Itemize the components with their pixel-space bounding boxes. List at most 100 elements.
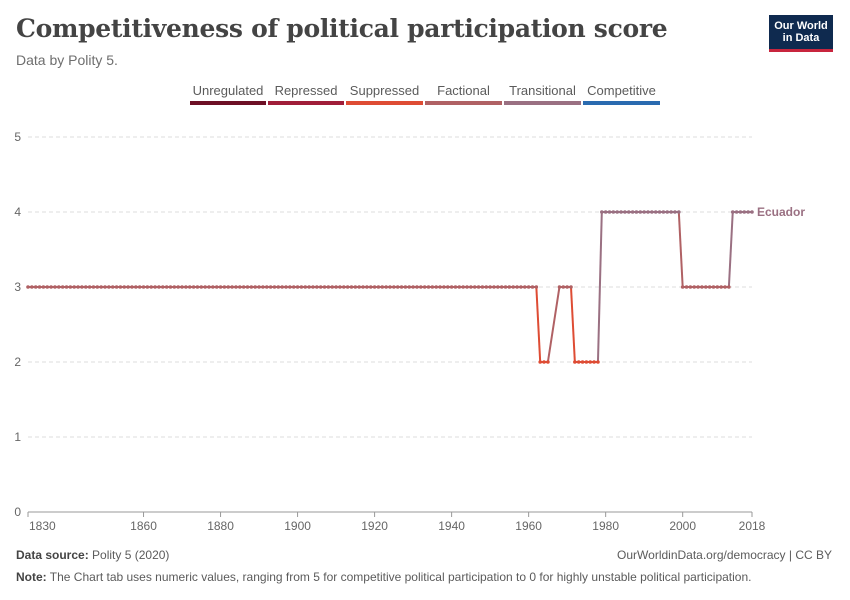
data-point [419, 285, 423, 289]
data-point [257, 285, 261, 289]
data-source: Data source: Polity 5 (2020) [16, 548, 169, 562]
legend-swatch-competitive [583, 101, 660, 105]
data-point [315, 285, 319, 289]
data-point [160, 285, 165, 289]
data-point [91, 285, 96, 289]
data-point [403, 285, 408, 289]
owid-logo[interactable]: Our World in Data [769, 15, 833, 52]
logo-line-1: Our World [774, 20, 828, 32]
data-source-value[interactable]: Polity 5 (2020) [92, 548, 170, 562]
data-point [630, 210, 635, 214]
data-point [469, 285, 473, 289]
chart-subtitle: Data by Polity 5. [16, 52, 118, 68]
data-point [137, 285, 142, 289]
data-point [41, 285, 46, 289]
data-point [372, 285, 377, 289]
data-point [64, 285, 69, 289]
data-point [600, 210, 604, 214]
data-point [515, 285, 519, 289]
data-point [103, 285, 107, 289]
data-point [484, 285, 489, 289]
data-point [253, 285, 258, 289]
data-point [345, 285, 350, 289]
data-point [172, 285, 177, 289]
data-point [303, 285, 308, 289]
data-point [684, 285, 689, 289]
data-point [211, 285, 215, 289]
note-text: The Chart tab uses numeric values, rangi… [49, 570, 752, 584]
data-point [742, 210, 747, 214]
data-point [245, 285, 250, 289]
data-point [576, 360, 581, 364]
data-point [430, 285, 435, 289]
legend-swatch-suppressed [346, 101, 423, 105]
series-line-segment [546, 286, 561, 363]
data-point [395, 285, 400, 289]
data-point [700, 285, 704, 289]
data-point [365, 285, 369, 289]
data-point [153, 285, 157, 289]
data-point [488, 285, 492, 289]
data-point [234, 285, 238, 289]
data-point [83, 285, 88, 289]
legend-label-repressed: Repressed [275, 83, 338, 98]
legend-swatch-unregulated [190, 101, 266, 105]
legend-swatch-factional [425, 101, 502, 105]
data-point [176, 285, 180, 289]
data-point [291, 285, 296, 289]
data-point [507, 285, 512, 289]
data-point [688, 285, 693, 289]
data-point [623, 210, 627, 214]
data-point [295, 285, 300, 289]
data-point [180, 285, 184, 289]
source-url[interactable]: OurWorldinData.org/democracy | CC BY [617, 548, 832, 562]
data-point [434, 285, 439, 289]
data-point [422, 285, 427, 289]
data-point [338, 285, 342, 289]
y-tick-label-2: 2 [14, 355, 21, 369]
data-point [195, 285, 200, 289]
data-point [476, 285, 481, 289]
x-tick-label-1860: 1860 [130, 519, 157, 533]
x-tick-label-1880: 1880 [207, 519, 234, 533]
data-point [284, 285, 288, 289]
x-tick-label-1830: 1830 [29, 519, 56, 533]
data-point [546, 360, 550, 364]
data-point [611, 210, 616, 214]
y-tick-label-0: 0 [14, 505, 21, 519]
data-point [496, 285, 500, 289]
data-point [53, 285, 57, 289]
data-point [134, 285, 138, 289]
data-point [184, 285, 188, 289]
data-point [157, 285, 161, 289]
data-point [388, 285, 392, 289]
data-point [557, 285, 562, 289]
data-point [707, 285, 712, 289]
legend-label-factional: Factional [437, 83, 490, 98]
data-point [380, 285, 385, 289]
data-point [723, 285, 727, 289]
data-point [249, 285, 254, 289]
data-point [453, 285, 458, 289]
data-point [499, 285, 504, 289]
data-point [522, 285, 527, 289]
data-point [603, 210, 608, 214]
data-point [638, 210, 643, 214]
data-source-label: Data source: [16, 548, 89, 562]
data-point [665, 210, 670, 214]
legend-label-unregulated: Unregulated [193, 83, 264, 98]
data-point [95, 285, 100, 289]
data-point [126, 285, 130, 289]
data-point [191, 285, 196, 289]
data-point [711, 285, 716, 289]
data-point [207, 285, 211, 289]
data-point [584, 360, 589, 364]
data-point [322, 285, 327, 289]
data-point [122, 285, 127, 289]
data-point [203, 285, 207, 289]
data-point [341, 285, 346, 289]
data-point [311, 285, 315, 289]
data-point [392, 285, 396, 289]
data-point [538, 360, 542, 364]
data-point [657, 210, 662, 214]
